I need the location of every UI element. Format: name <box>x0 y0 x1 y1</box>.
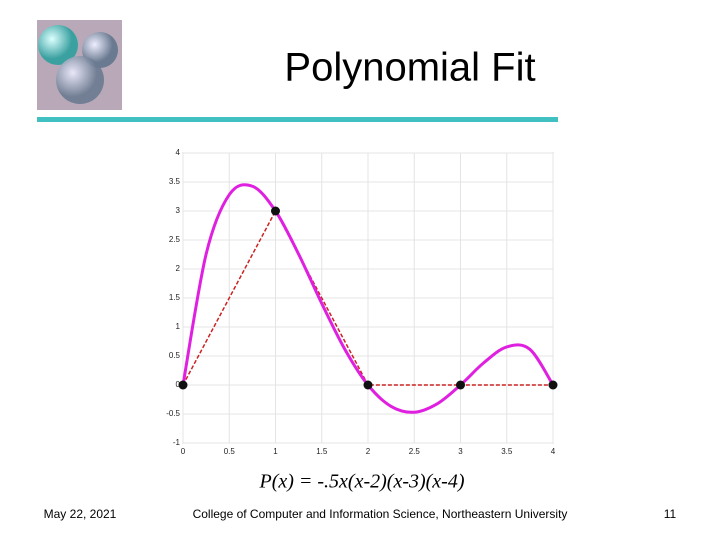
x-tick-label: 4 <box>551 447 556 456</box>
x-tick-label: 2.5 <box>409 447 421 456</box>
y-tick-label: 2.5 <box>169 235 181 244</box>
data-point <box>178 380 188 390</box>
slide-title: Polynomial Fit <box>284 46 535 90</box>
x-tick-label: 3.5 <box>501 447 513 456</box>
date: May 22, 2021 <box>44 507 117 521</box>
title-rule <box>37 117 558 122</box>
y-tick-label: 0 <box>176 380 181 389</box>
page-number: 11 <box>664 507 677 521</box>
y-tick-label: 4 <box>176 148 181 157</box>
caption: P(x) = -.5x(x-2)(x-3)(x-4) <box>258 471 464 493</box>
data-point <box>363 380 373 390</box>
x-tick-label: 1 <box>273 447 278 456</box>
y-tick-label: 3.5 <box>169 177 181 186</box>
y-tick-label: 0.5 <box>169 351 181 360</box>
data-point <box>271 206 280 216</box>
x-tick-label: 1.5 <box>316 447 328 456</box>
polynomial-curve <box>181 183 555 414</box>
data-point <box>456 380 465 390</box>
x-tick-label: 2 <box>366 447 371 456</box>
interpolation-line <box>182 209 553 386</box>
x-tick-label: 3 <box>458 447 463 456</box>
logo <box>37 20 122 110</box>
y-tick-label: -0.5 <box>166 409 180 418</box>
y-tick-label: 2 <box>176 264 181 273</box>
y-tick-label: -1 <box>173 438 181 447</box>
y-tick-label: 1.5 <box>169 293 181 302</box>
footer: College of Computer and Information Scie… <box>193 507 568 521</box>
data-point <box>548 380 558 390</box>
y-tick-label: 1 <box>176 322 181 331</box>
x-tick-label: 0.5 <box>224 447 236 456</box>
x-tick-label: 0 <box>181 447 186 456</box>
y-tick-label: 3 <box>176 206 181 215</box>
